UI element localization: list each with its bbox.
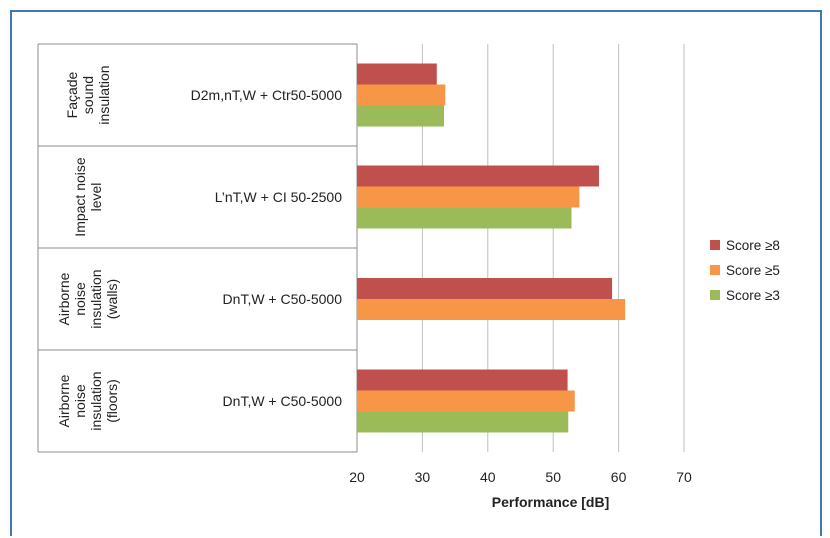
bar xyxy=(357,165,599,187)
legend-label: Score ≥3 xyxy=(726,288,780,303)
legend-swatch xyxy=(710,290,720,300)
category-metric-label: DnT,W + C50-5000 xyxy=(223,393,343,409)
category-metric-label: L’nT,W + CI 50-2500 xyxy=(215,189,342,205)
category-group-line: level xyxy=(88,183,104,212)
bar xyxy=(357,390,575,412)
bar xyxy=(357,278,613,299)
bar xyxy=(357,299,626,320)
x-tick-label: 70 xyxy=(676,469,692,485)
bar xyxy=(357,84,446,106)
category-group-line: Façade xyxy=(64,71,80,118)
legend-swatch xyxy=(710,265,720,275)
category-group-label: Façadesoundinsulation xyxy=(64,65,112,124)
category-group-label: Impact noiselevel xyxy=(72,157,104,237)
bar xyxy=(357,411,569,433)
x-tick-label: 60 xyxy=(611,469,627,485)
legend-label: Score ≥8 xyxy=(726,238,780,253)
category-group-label: Airbornenoiseinsulation(floors) xyxy=(56,371,120,430)
bar xyxy=(357,63,437,85)
x-tick-label: 40 xyxy=(480,469,496,485)
x-tick-label: 20 xyxy=(349,469,365,485)
category-group-line: (walls) xyxy=(104,279,120,319)
legend-swatch xyxy=(710,240,720,250)
category-group-line: Airborne xyxy=(56,374,72,427)
x-tick-label: 30 xyxy=(415,469,431,485)
category-group-line: insulation xyxy=(96,65,112,124)
category-group-line: Impact noise xyxy=(72,157,88,237)
category-metric-label: DnT,W + C50-5000 xyxy=(223,291,343,307)
category-group-line: (floors) xyxy=(104,379,120,423)
bar xyxy=(357,207,572,229)
x-axis-title: Performance [dB] xyxy=(492,494,609,510)
category-group-line: noise xyxy=(72,384,88,418)
category-metric-label: D2m,nT,W + Ctr50-5000 xyxy=(191,87,343,103)
category-group-line: insulation xyxy=(88,269,104,328)
bar xyxy=(357,369,568,391)
legend-label: Score ≥5 xyxy=(726,263,780,278)
bar xyxy=(357,186,580,208)
category-group-line: noise xyxy=(72,282,88,316)
bar xyxy=(357,105,444,127)
category-group-line: insulation xyxy=(88,371,104,430)
category-group-line: Airborne xyxy=(56,272,72,325)
category-group-line: sound xyxy=(80,76,96,114)
category-group-label: Airbornenoiseinsulation(walls) xyxy=(56,269,120,328)
x-tick-label: 50 xyxy=(545,469,561,485)
